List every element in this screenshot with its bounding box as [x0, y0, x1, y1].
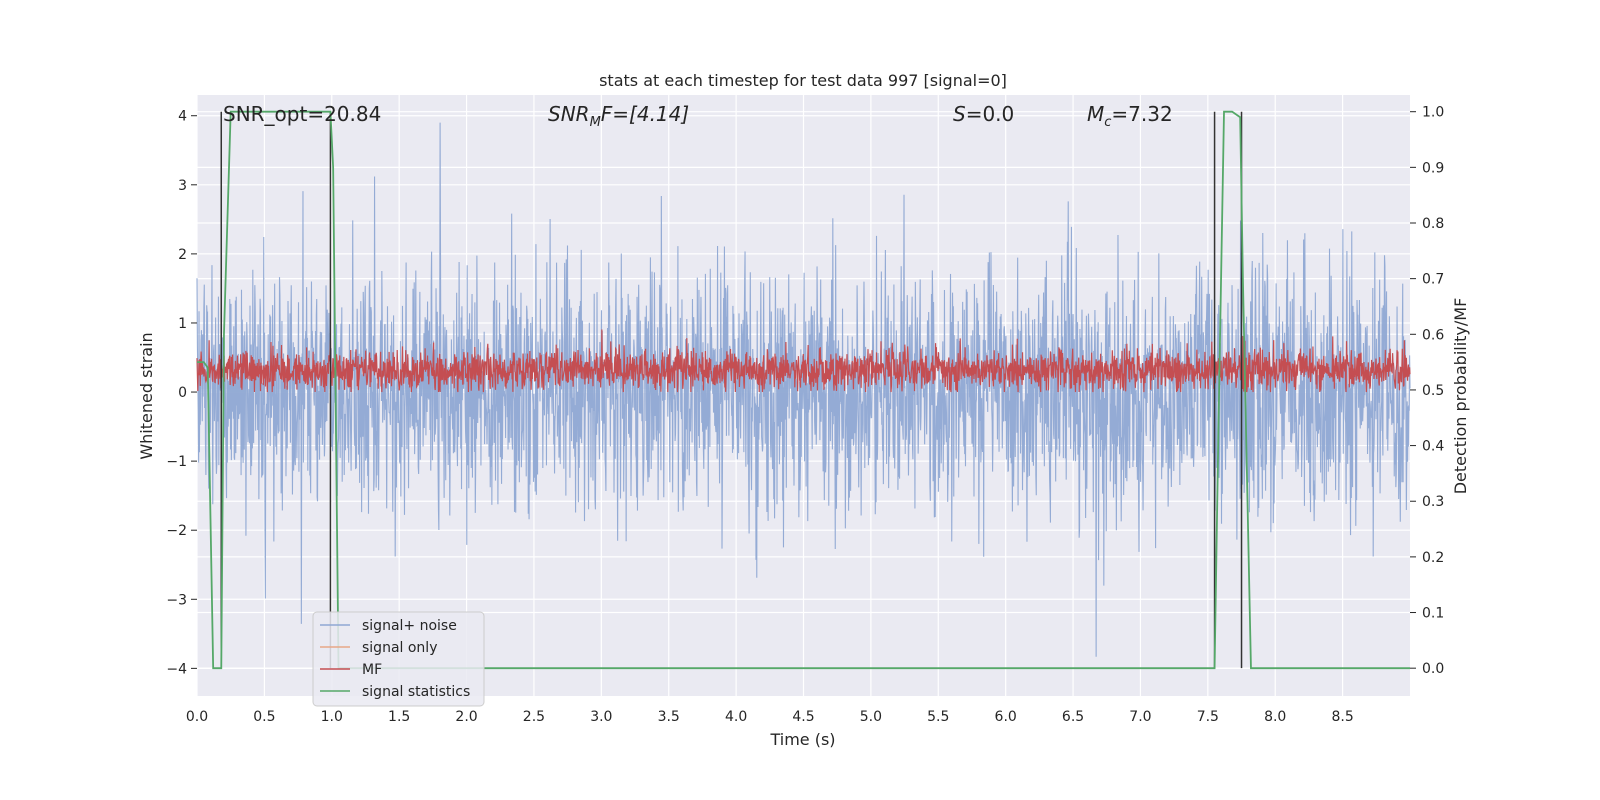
- y-left-tick-label: −2: [166, 523, 187, 539]
- y-left-tick-label: −4: [166, 661, 187, 677]
- y-right-tick-label: 0.8: [1422, 216, 1444, 232]
- y-left-tick-label: 3: [178, 178, 187, 194]
- annotation-snr-mf: SNRMF=[4.14]: [548, 102, 689, 130]
- x-axis-label: Time (s): [769, 730, 835, 749]
- x-tick-label: 3.5: [658, 709, 680, 725]
- legend-label-signal-noise: signal+ noise: [362, 618, 457, 634]
- y-right-tick-label: 0.7: [1422, 272, 1444, 288]
- x-tick-label: 8.5: [1331, 709, 1353, 725]
- y-left-tick-label: −1: [166, 454, 187, 470]
- y-right-tick-label: 0.6: [1422, 327, 1444, 343]
- x-tick-label: 0.0: [186, 709, 208, 725]
- x-tick-label: 0.5: [253, 709, 275, 725]
- y-left-tick-label: 1: [178, 316, 187, 332]
- annotation-snr-opt: SNR_opt=20.84: [223, 102, 381, 126]
- x-tick-label: 6.0: [995, 709, 1017, 725]
- x-tick-label: 3.0: [590, 709, 612, 725]
- y-right-tick-label: 1.0: [1422, 105, 1444, 121]
- legend-frame: [312, 611, 485, 707]
- x-tick-label: 1.0: [321, 709, 343, 725]
- x-tick-label: 7.5: [1197, 709, 1219, 725]
- y-left-axis-label: Whitened strain: [137, 332, 156, 459]
- series-mf: [196, 329, 1411, 393]
- x-tick-label: 5.5: [927, 709, 949, 725]
- x-tick-label: 7.0: [1129, 709, 1151, 725]
- x-tick-label: 8.0: [1264, 709, 1286, 725]
- x-tick-label: 1.5: [388, 709, 410, 725]
- y-left-axis-ticks: −4 −3 −2 −1 0 1 2 3 4: [166, 109, 197, 677]
- y-left-tick-label: 0: [178, 385, 187, 401]
- x-tick-label: 5.0: [860, 709, 882, 725]
- x-tick-label: 2.0: [455, 709, 477, 725]
- y-right-axis-ticks: 0.0 0.1 0.2 0.3 0.4 0.5 0.6 0.7 0.8 0.9 1.0: [1410, 105, 1444, 677]
- y-left-tick-label: 2: [178, 247, 187, 263]
- annotation-mc: Mc=7.32: [1087, 102, 1173, 130]
- y-right-tick-label: 0.3: [1422, 494, 1444, 510]
- y-right-tick-label: 0.4: [1422, 439, 1444, 455]
- y-right-tick-label: 0.9: [1422, 160, 1444, 176]
- y-right-tick-label: 0.0: [1422, 661, 1444, 677]
- annotation-s: S=0.0: [953, 102, 1014, 126]
- detection-lines: [220, 111, 1243, 669]
- x-tick-label: 4.0: [725, 709, 747, 725]
- x-tick-label: 2.5: [523, 709, 545, 725]
- y-right-tick-label: 0.2: [1422, 550, 1444, 566]
- legend-label-signal-only: signal only: [362, 640, 437, 656]
- legend-label-mf: MF: [362, 662, 382, 678]
- series-mf-line: [196, 329, 1411, 393]
- legend-label-signal-statistics: signal statistics: [362, 684, 470, 700]
- legend: signal+ noise signal only MF signal stat…: [312, 611, 485, 707]
- x-axis-ticks: 0.0 0.5 1.0 1.5 2.0 2.5 3.0 3.5 4.0 4.5 5.0 5.5 6.0 6…: [186, 709, 1354, 725]
- x-tick-label: 4.5: [792, 709, 814, 725]
- y-left-tick-label: −3: [166, 592, 187, 608]
- y-right-axis-label: Detection probability/MF: [1451, 298, 1470, 495]
- chart-title: stats at each timestep for test data 997…: [599, 71, 1007, 90]
- x-tick-label: 6.5: [1062, 709, 1084, 725]
- y-right-tick-label: 0.5: [1422, 383, 1444, 399]
- y-left-tick-label: 4: [178, 109, 187, 125]
- y-right-tick-label: 0.1: [1422, 606, 1444, 622]
